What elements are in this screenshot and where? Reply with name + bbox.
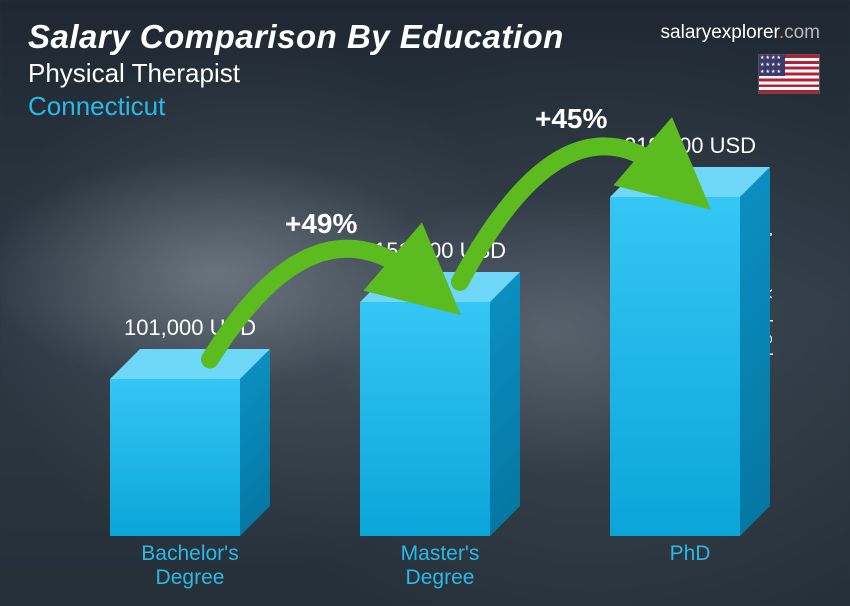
bar-value-label: 219,000 USD: [624, 133, 756, 159]
bar-side: [240, 349, 270, 536]
infographic-container: Salary Comparison By Education Physical …: [0, 0, 850, 606]
bar-value-label: 151,000 USD: [374, 238, 506, 264]
chart-title: Salary Comparison By Education: [28, 18, 564, 56]
bar-front: [610, 197, 740, 536]
bar-value-label: 101,000 USD: [124, 315, 256, 341]
bar-category-label: Master'sDegree: [360, 542, 520, 590]
increase-pct-label: +49%: [285, 208, 357, 240]
watermark-brand: salaryexplorer: [661, 22, 779, 43]
bar-chart: 101,000 USDBachelor'sDegree151,000 USDMa…: [60, 116, 800, 536]
bar-category-label: Bachelor'sDegree: [110, 542, 270, 590]
usa-flag-icon: [758, 54, 820, 94]
chart-subtitle: Physical Therapist: [28, 58, 564, 89]
increase-pct-label: +45%: [535, 103, 607, 135]
bar-front: [360, 302, 490, 536]
bar-category-label: PhD: [610, 542, 770, 566]
header-block: Salary Comparison By Education Physical …: [28, 18, 564, 122]
watermark-tld: com: [784, 22, 820, 43]
bar-front: [110, 379, 240, 536]
bar-side: [490, 272, 520, 536]
watermark: salaryexplorer.com: [661, 22, 820, 44]
bar-side: [740, 167, 770, 536]
